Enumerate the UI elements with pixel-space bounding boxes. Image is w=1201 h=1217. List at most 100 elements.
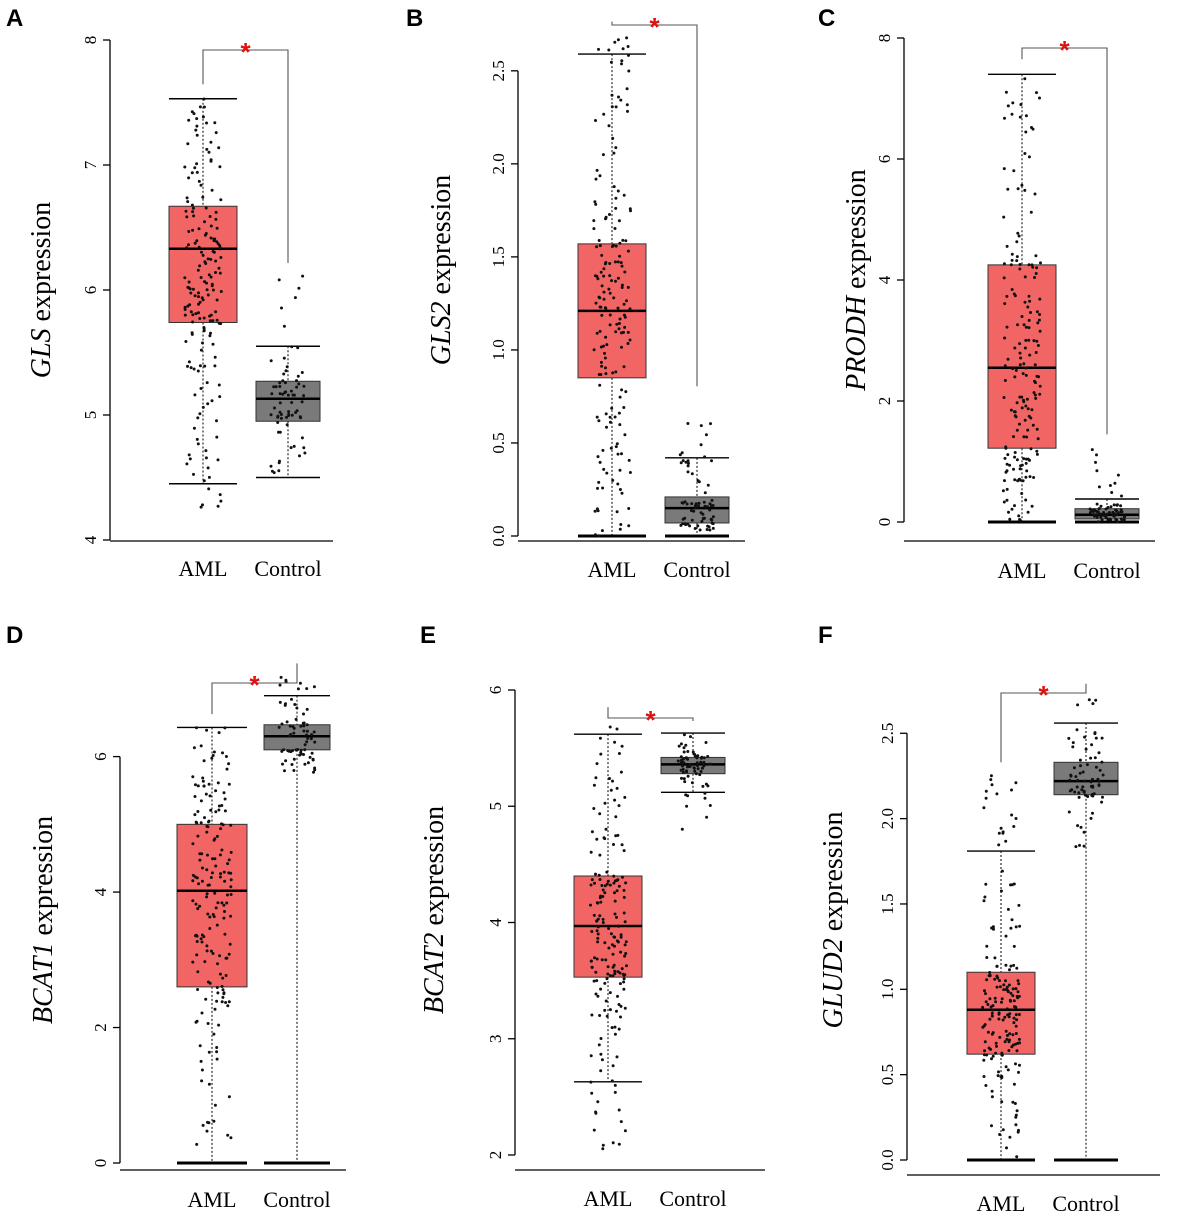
data-point [589,1080,593,1084]
data-point [612,874,616,878]
data-point [615,510,619,514]
data-point [690,502,694,506]
data-point [622,193,626,197]
data-point [609,446,613,450]
data-point [210,188,214,192]
data-point [199,799,203,803]
data-point [699,511,703,515]
data-point [200,879,204,883]
data-point [305,687,309,691]
data-point [185,215,189,219]
data-point [990,1014,994,1018]
y-axis-label: GLS expression [26,202,57,379]
data-point [1105,512,1109,516]
data-point [596,486,599,490]
data-point [989,1005,993,1009]
data-point [710,459,713,463]
data-point [982,1075,986,1078]
data-point [218,244,222,248]
data-point [1093,731,1097,735]
data-point [286,749,290,753]
data-point [1031,265,1035,269]
data-point [618,527,622,531]
data-point [196,834,200,838]
data-point [278,392,282,396]
data-point [1027,294,1031,298]
data-point [208,319,212,323]
data-point [614,815,618,819]
data-point [1033,393,1037,397]
data-point [281,762,284,766]
data-point [622,911,626,915]
data-point [313,768,317,772]
data-points [1067,698,1105,849]
bracket-line [611,21,698,387]
data-point [617,884,621,888]
data-point [1016,231,1020,235]
data-point [1024,338,1028,342]
data-point [1083,735,1087,739]
data-point [696,479,700,483]
data-point [285,415,288,419]
data-point [194,1020,198,1024]
data-point [209,236,213,240]
data-point [1101,795,1104,799]
data-point [291,725,295,729]
data-point [595,274,599,278]
data-point [1010,788,1013,792]
data-point [595,957,599,961]
data-point [1012,1082,1016,1086]
data-point [686,750,690,753]
data-point [986,1003,990,1006]
data-point [1006,1034,1009,1037]
data-point [201,1123,205,1127]
data-point [611,779,614,783]
data-point [205,824,209,828]
data-point [215,435,219,439]
data-point [595,331,599,335]
y-axis-suffix: expression [419,806,450,933]
data-point [1016,479,1020,483]
data-point [1009,926,1013,930]
data-point [201,253,205,257]
data-point [622,987,626,991]
data-point [190,110,194,114]
data-point [187,243,190,247]
data-point [1082,789,1086,793]
data-point [589,903,592,907]
data-point [186,142,190,146]
data-point [1018,363,1022,367]
data-point [1006,453,1010,457]
data-point [216,991,220,995]
data-point [197,227,201,231]
data-point [1032,339,1036,343]
data-point [1012,1021,1016,1025]
data-point [216,901,220,905]
data-point [1004,1029,1008,1033]
y-tick-label: 5 [81,411,100,420]
data-point [600,253,604,257]
data-point [1095,515,1099,519]
box-aml [987,73,1057,524]
data-point [183,165,187,169]
data-point [606,965,610,969]
data-point [1018,1041,1021,1045]
data-point [589,959,593,963]
data-point [703,504,707,508]
data-point [603,884,607,888]
data-point [612,881,616,885]
data-point [214,259,218,263]
data-point [187,360,191,364]
data-point [1095,453,1098,457]
data-point [1073,790,1077,794]
data-point [597,47,600,51]
data-point [227,952,231,956]
data-point [623,1006,627,1010]
data-point [589,883,593,887]
data-point [227,858,231,862]
data-point [207,475,211,479]
data-point [690,509,693,513]
data-point [288,724,292,728]
data-point [218,165,222,169]
data-point [1018,115,1022,119]
